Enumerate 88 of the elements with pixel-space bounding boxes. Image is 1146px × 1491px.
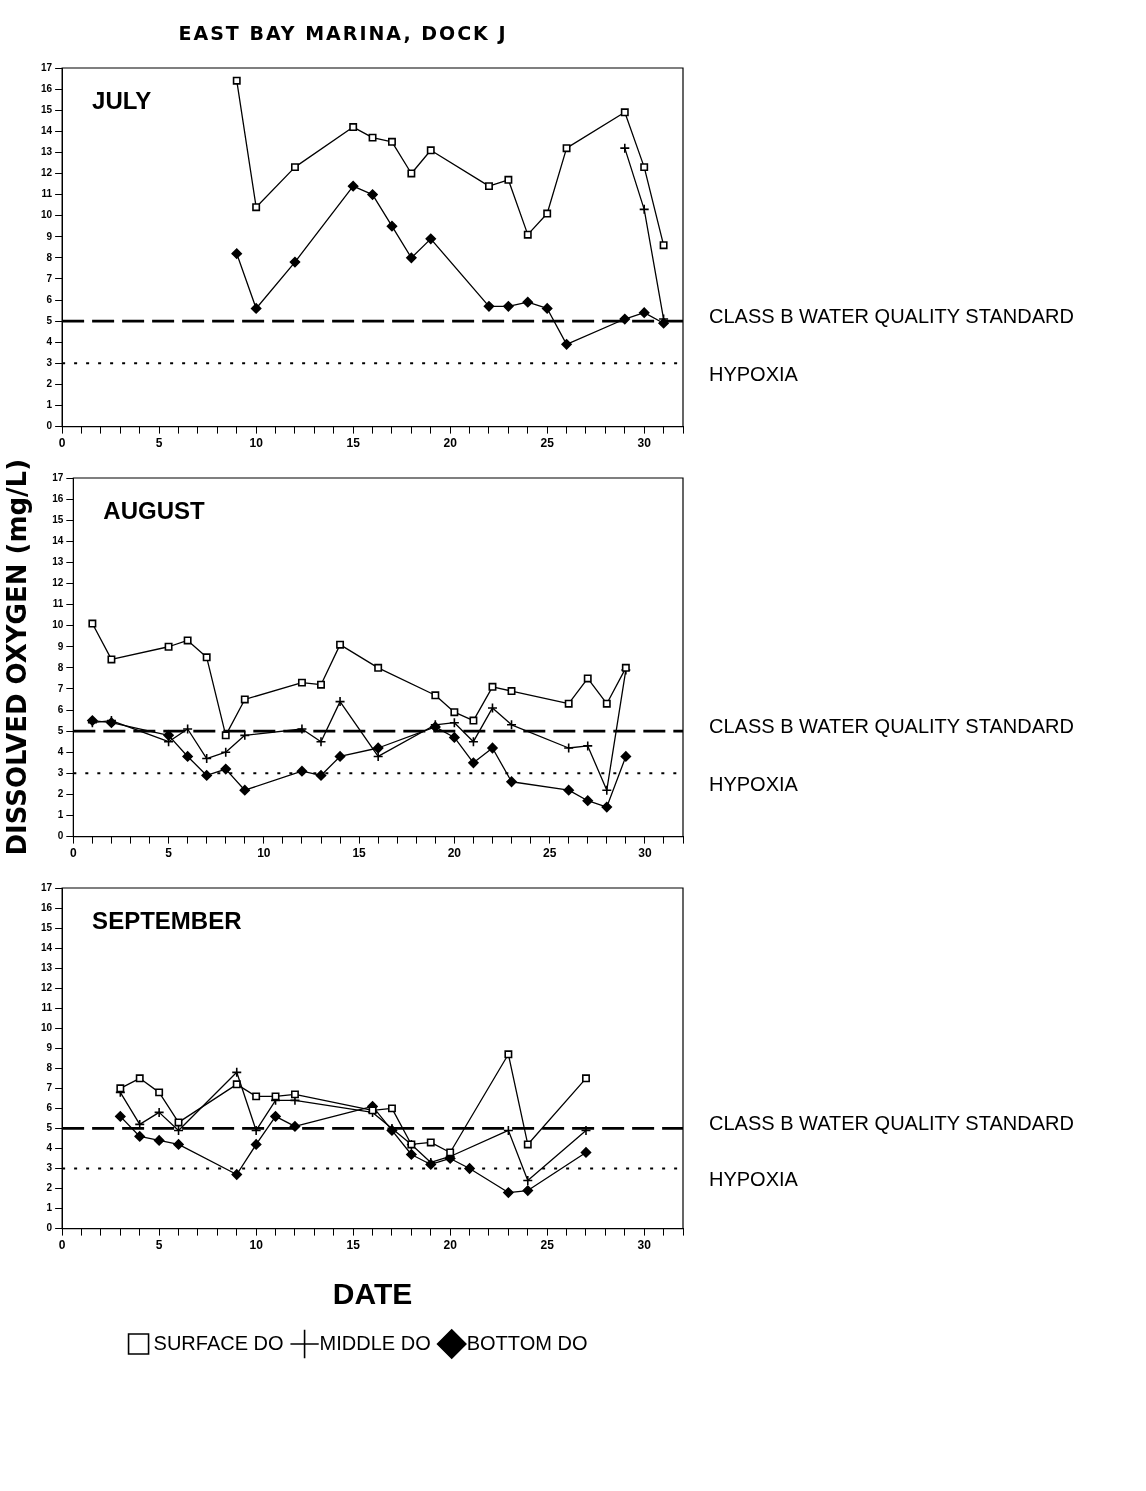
legend-label: SURFACE DO bbox=[153, 1331, 284, 1354]
y-tick-label: 17 bbox=[52, 471, 64, 483]
y-tick-label: 15 bbox=[52, 513, 64, 525]
y-tick-label: 12 bbox=[41, 981, 53, 993]
y-tick-label: 15 bbox=[41, 103, 53, 115]
y-tick-label: 10 bbox=[52, 619, 64, 631]
y-tick-label: 3 bbox=[46, 357, 53, 369]
y-tick-label: 9 bbox=[46, 1042, 53, 1054]
text: EAST BAY MARINA, DOCK J bbox=[177, 21, 509, 46]
y-tick-label: 5 bbox=[57, 724, 64, 736]
y-tick-label: 5 bbox=[46, 1122, 53, 1134]
y-tick-label: 17 bbox=[41, 881, 53, 893]
y-tick-label: 7 bbox=[46, 272, 53, 284]
y-tick-label: 0 bbox=[57, 830, 64, 842]
ref-line-label: HYPOXIA bbox=[709, 362, 799, 385]
y-tick-label: 4 bbox=[57, 745, 64, 757]
y-tick-label: 6 bbox=[57, 703, 64, 715]
x-tick-label: 30 bbox=[638, 846, 652, 861]
x-tick-label: 15 bbox=[346, 436, 361, 451]
y-tick-label: 11 bbox=[52, 598, 64, 610]
x-tick-label: 10 bbox=[249, 1238, 264, 1253]
x-tick-label: 30 bbox=[637, 436, 652, 451]
y-tick-label: 3 bbox=[46, 1162, 53, 1174]
x-tick-label: 10 bbox=[257, 846, 271, 861]
y-tick-label: 13 bbox=[41, 146, 53, 158]
y-tick-label: 14 bbox=[52, 535, 64, 547]
y-tick-label: 1 bbox=[46, 399, 53, 411]
ref-line-label: HYPOXIA bbox=[709, 1168, 799, 1191]
y-tick-label: 15 bbox=[41, 921, 53, 933]
x-tick-label: 20 bbox=[443, 436, 458, 451]
y-tick-label: 8 bbox=[46, 251, 53, 263]
text: JULY bbox=[92, 86, 152, 114]
y-tick-label: 16 bbox=[41, 82, 53, 94]
text: AUGUST bbox=[103, 496, 205, 524]
y-tick-label: 12 bbox=[52, 577, 64, 589]
y-tick-label: 7 bbox=[46, 1082, 53, 1094]
x-tick-label: 15 bbox=[352, 846, 367, 861]
ref-line-label: CLASS B WATER QUALITY STANDARD bbox=[709, 714, 1074, 737]
x-tick-label: 25 bbox=[542, 846, 557, 861]
y-tick-label: 9 bbox=[57, 640, 64, 652]
y-tick-label: 10 bbox=[41, 1022, 53, 1033]
x-tick-label: 15 bbox=[346, 1238, 361, 1253]
y-tick-label: 0 bbox=[46, 1222, 53, 1234]
y-axis-title: DISSOLVED OXYGEN (mg/L) bbox=[2, 458, 33, 856]
y-tick-label: 2 bbox=[46, 1182, 53, 1194]
x-tick-label: 30 bbox=[637, 1238, 652, 1253]
y-tick-label: 11 bbox=[41, 188, 53, 200]
y-tick-label: 7 bbox=[57, 682, 64, 694]
x-tick-label: 5 bbox=[155, 436, 163, 451]
y-tick-label: 0 bbox=[46, 420, 53, 432]
y-tick-label: 8 bbox=[57, 661, 64, 673]
y-tick-label: 6 bbox=[46, 1102, 53, 1114]
text: SEPTEMBER bbox=[92, 906, 242, 934]
x-tick-label: 20 bbox=[447, 846, 462, 861]
y-tick-label: 4 bbox=[46, 1142, 53, 1154]
x-tick-label: 20 bbox=[443, 1238, 458, 1253]
y-tick-label: 13 bbox=[52, 556, 64, 568]
y-tick-label: 10 bbox=[41, 209, 53, 221]
y-tick-label: 11 bbox=[41, 1001, 53, 1013]
y-tick-label: 6 bbox=[46, 293, 53, 305]
y-tick-label: 3 bbox=[57, 767, 64, 779]
x-tick-label: 25 bbox=[540, 1238, 555, 1253]
y-tick-label: 16 bbox=[52, 492, 64, 504]
x-tick-label: 5 bbox=[165, 846, 173, 861]
y-tick-label: 14 bbox=[41, 125, 53, 137]
y-tick-label: 1 bbox=[57, 809, 64, 821]
ref-line-label: HYPOXIA bbox=[709, 772, 799, 795]
y-tick-label: 4 bbox=[46, 335, 53, 347]
ref-line-label: CLASS B WATER QUALITY STANDARD bbox=[709, 1111, 1074, 1134]
y-tick-label: 16 bbox=[41, 901, 53, 913]
y-tick-label: 2 bbox=[46, 378, 53, 390]
y-tick-label: 17 bbox=[41, 61, 53, 73]
x-tick-label: 10 bbox=[249, 436, 264, 451]
legend-label: BOTTOM DO bbox=[466, 1331, 588, 1354]
y-tick-label: 5 bbox=[46, 314, 53, 326]
y-tick-label: 12 bbox=[41, 167, 53, 179]
x-tick-label: 25 bbox=[540, 436, 555, 451]
y-tick-label: 9 bbox=[46, 230, 53, 242]
y-tick-label: 8 bbox=[46, 1062, 53, 1074]
ref-line-label: CLASS B WATER QUALITY STANDARD bbox=[709, 304, 1074, 327]
x-axis-title: DATE bbox=[332, 1277, 413, 1311]
y-tick-label: 13 bbox=[41, 961, 53, 973]
y-tick-label: 1 bbox=[46, 1202, 53, 1214]
x-tick-label: 5 bbox=[155, 1238, 163, 1253]
y-tick-label: 14 bbox=[41, 941, 53, 953]
legend-label: MIDDLE DO bbox=[319, 1331, 431, 1354]
x-tick-label: 0 bbox=[69, 846, 77, 861]
y-tick-label: 2 bbox=[57, 788, 64, 800]
